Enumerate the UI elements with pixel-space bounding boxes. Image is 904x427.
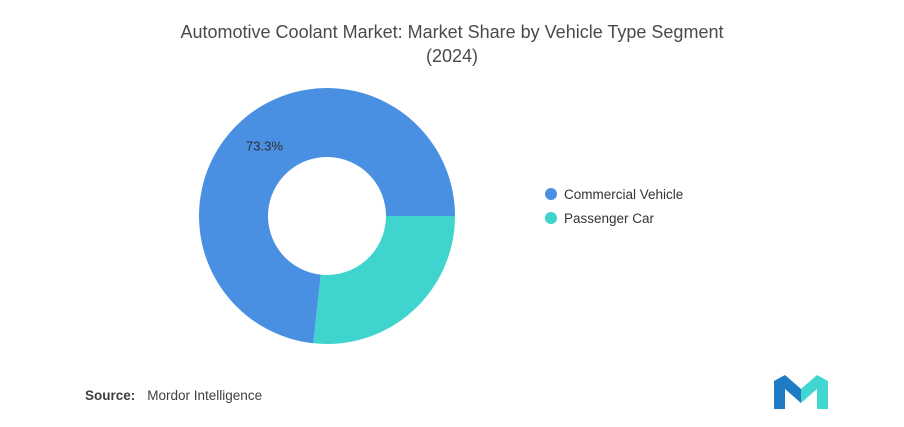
legend-label-passenger-car: Passenger Car [564, 210, 655, 226]
logo-right-diagonal [801, 375, 817, 403]
source-line: Source: Mordor Intelligence [85, 388, 262, 403]
chart-title-line-2: (2024) [425, 46, 479, 66]
legend-item-passenger-car[interactable]: Passenger Car [545, 206, 683, 230]
mordor-intelligence-logo [774, 375, 828, 409]
source-label: Source: [85, 388, 136, 403]
logo-left-diagonal [785, 375, 801, 403]
legend-marker-commercial-vehicle [545, 188, 557, 200]
chart-title-line-1: Automotive Coolant Market: Market Share … [180, 22, 724, 42]
legend-marker-passenger-car [545, 212, 557, 224]
logo-right-bar [817, 375, 828, 409]
legend-label-commercial-vehicle: Commercial Vehicle [564, 186, 684, 202]
donut-chart: 73.3% [199, 88, 455, 345]
source-value: Mordor Intelligence [147, 388, 263, 403]
donut-slice-passenger-car[interactable] [313, 215, 455, 345]
legend-item-commercial-vehicle[interactable]: Commercial Vehicle [545, 182, 683, 206]
slice-data-label: 73.3% [246, 138, 283, 153]
logo-left-bar [774, 375, 785, 409]
legend: Commercial Vehicle Passenger Car [545, 182, 683, 230]
chart-title: Automotive Coolant Market: Market Share … [0, 20, 904, 68]
donut-slice-commercial-vehicle[interactable] [199, 88, 455, 344]
